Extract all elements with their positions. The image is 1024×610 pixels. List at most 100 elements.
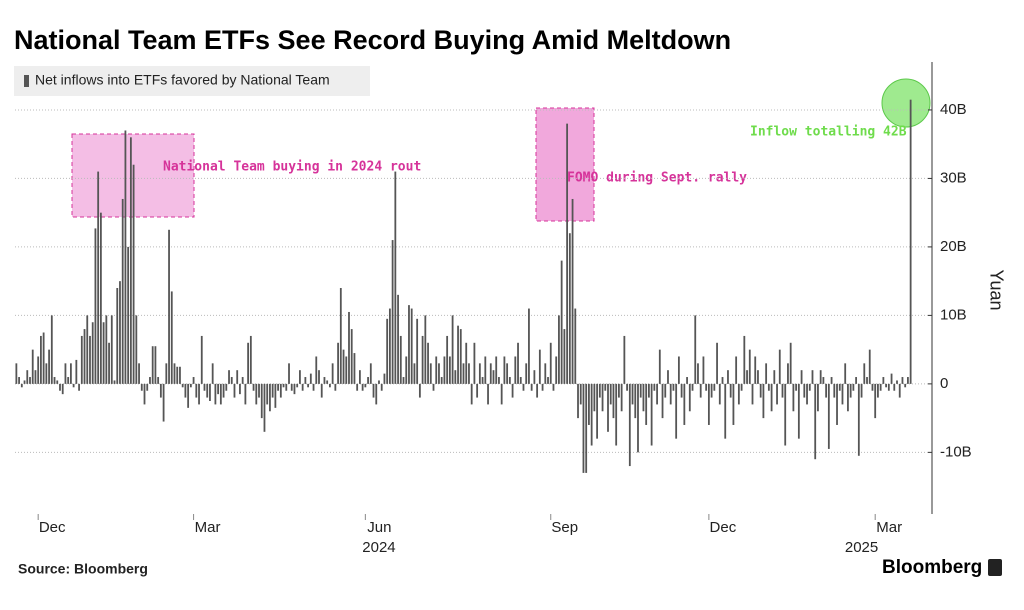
bar: [454, 370, 457, 384]
bar: [901, 377, 904, 384]
bar: [181, 383, 184, 388]
bar: [326, 380, 329, 384]
y-axis-label: Yuan: [986, 269, 1006, 310]
bar: [320, 383, 323, 398]
bar: [863, 363, 866, 384]
bar: [508, 377, 511, 384]
bar: [239, 383, 241, 395]
bar: [301, 383, 304, 391]
bar: [639, 383, 642, 398]
annotation: National Team buying in 2024 rout: [163, 160, 421, 175]
bar: [609, 383, 612, 405]
bar: [844, 363, 847, 384]
bar: [279, 383, 282, 398]
bar: [669, 383, 672, 405]
bar: [800, 370, 803, 384]
bar: [612, 383, 615, 419]
bar: [907, 377, 909, 384]
bar: [45, 363, 48, 384]
bar: [318, 370, 320, 384]
bar: [255, 383, 258, 405]
bar: [579, 383, 582, 405]
bar: [149, 377, 151, 384]
bar: [165, 363, 168, 384]
bar: [146, 383, 149, 391]
bar: [470, 383, 473, 405]
bar: [476, 383, 479, 398]
bar: [206, 383, 209, 398]
bar: [353, 353, 356, 384]
bar: [885, 383, 887, 388]
highlight-box: [535, 107, 595, 222]
bar: [538, 349, 541, 384]
bar: [119, 281, 121, 384]
bar: [672, 383, 675, 391]
bar: [637, 383, 639, 453]
bar: [618, 383, 620, 398]
bar: [489, 363, 492, 384]
bar: [173, 363, 176, 384]
legend-box: [14, 66, 370, 96]
bar: [596, 383, 598, 439]
bar: [757, 370, 759, 384]
bar: [773, 370, 776, 384]
bar: [729, 383, 732, 398]
bar: [784, 383, 787, 446]
chart-title: National Team ETFs See Record Buying Ami…: [14, 25, 731, 55]
bar: [549, 342, 552, 384]
bar: [110, 315, 113, 384]
bar: [628, 383, 631, 467]
bar: [817, 383, 819, 412]
bar: [446, 335, 449, 384]
bar: [541, 383, 544, 391]
bar: [778, 349, 781, 384]
bar: [560, 260, 563, 384]
bar: [658, 349, 661, 384]
y-tick-label: -10B: [940, 443, 972, 460]
bar: [620, 383, 623, 412]
bar: [138, 363, 140, 384]
bar: [127, 246, 130, 384]
bar: [896, 380, 898, 384]
bar: [67, 377, 70, 384]
bar: [623, 335, 626, 384]
bar: [563, 329, 566, 384]
bar: [249, 335, 252, 384]
bar: [334, 383, 337, 391]
bar: [841, 383, 844, 405]
x-tick-label: Mar: [876, 519, 902, 536]
bar: [457, 325, 459, 384]
bar: [170, 291, 173, 384]
bar: [691, 383, 694, 391]
bar: [211, 363, 214, 384]
bar: [421, 335, 424, 384]
bar: [375, 383, 378, 405]
bar: [544, 363, 547, 384]
bar: [825, 383, 828, 398]
bar: [566, 123, 569, 384]
bar: [893, 383, 896, 391]
bar: [598, 383, 601, 398]
bar: [811, 370, 814, 384]
bar: [506, 363, 509, 384]
bar: [860, 383, 863, 398]
bar: [806, 383, 808, 405]
bar: [871, 383, 874, 391]
bar: [102, 322, 105, 384]
x-tick-label: Sep: [551, 519, 578, 536]
bar: [547, 377, 549, 384]
bar: [481, 377, 484, 384]
bar: [315, 356, 318, 384]
bar: [179, 366, 181, 384]
bar: [342, 349, 345, 384]
bar: [647, 383, 650, 398]
bar: [558, 315, 560, 384]
bar: [533, 370, 536, 384]
bar: [69, 363, 72, 384]
bar: [214, 383, 217, 405]
bar: [37, 356, 40, 384]
year-label: 2025: [845, 539, 878, 556]
bar: [405, 356, 408, 384]
bar: [388, 308, 391, 384]
bar: [702, 356, 705, 384]
